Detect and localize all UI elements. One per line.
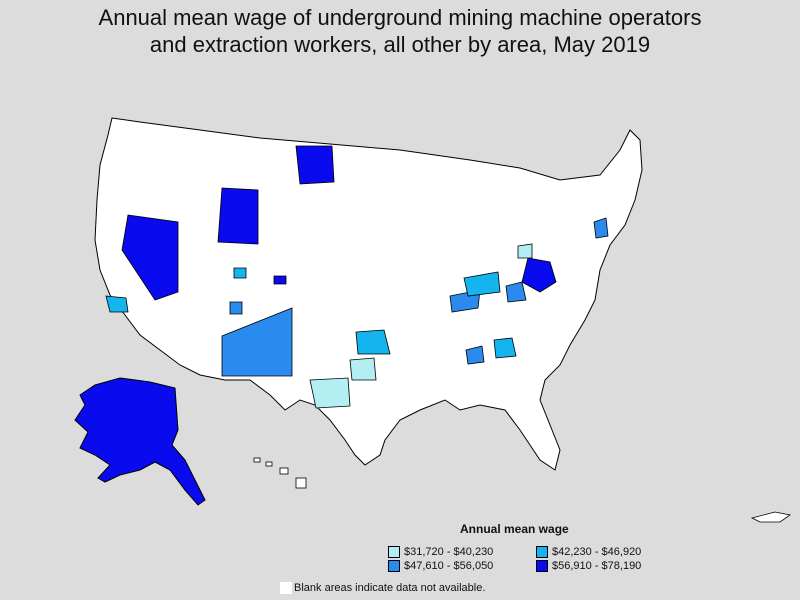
area-pennsylvania <box>517 243 533 259</box>
area-texas-north <box>349 357 377 381</box>
area-tennessee <box>493 337 517 359</box>
legend-item-2: $42,230 - $46,920 <box>536 546 641 558</box>
wage-areas <box>105 145 609 409</box>
hawaii <box>253 457 307 489</box>
area-new-mexico <box>221 307 293 377</box>
legend-swatch-4 <box>536 560 548 572</box>
area-north-dakota <box>295 145 335 185</box>
area-texas <box>309 377 351 409</box>
area-oklahoma <box>355 329 391 355</box>
legend-item-4: $56,910 - $78,190 <box>536 560 641 572</box>
area-illinois-indiana <box>463 271 501 297</box>
footnote: Blank areas indicate data not available. <box>280 582 485 594</box>
area-nevada <box>121 214 179 301</box>
legend-title: Annual mean wage <box>460 522 569 536</box>
legend-label-2: $42,230 - $46,920 <box>552 546 642 558</box>
area-utah-small <box>233 267 247 279</box>
area-alabama <box>465 345 485 365</box>
title-line-2: and extraction workers, all other by are… <box>149 32 651 57</box>
legend-item-3: $47,610 - $56,050 <box>388 560 493 572</box>
footnote-text: Blank areas indicate data not available. <box>294 582 486 594</box>
legend-label-3: $47,610 - $56,050 <box>404 560 494 572</box>
title-line-1: Annual mean wage of underground mining m… <box>98 5 702 30</box>
map-title: Annual mean wage of underground mining m… <box>0 4 800 58</box>
legend-label-4: $56,910 - $78,190 <box>552 560 642 572</box>
legend-label-1: $31,720 - $40,230 <box>404 546 494 558</box>
blank-swatch <box>280 582 292 594</box>
area-new-jersey <box>593 217 609 239</box>
puerto-rico <box>750 511 791 523</box>
alaska <box>74 377 206 506</box>
legend-item-1: $31,720 - $40,230 <box>388 546 493 558</box>
area-arizona-small <box>229 301 243 315</box>
area-colorado-small <box>273 275 287 285</box>
legend-swatch-2 <box>536 546 548 558</box>
area-wyoming <box>217 187 259 245</box>
legend-swatch-1 <box>388 546 400 558</box>
area-virginia <box>505 281 527 303</box>
legend-swatch-3 <box>388 560 400 572</box>
area-west-virginia <box>521 257 557 293</box>
area-california <box>105 295 129 313</box>
